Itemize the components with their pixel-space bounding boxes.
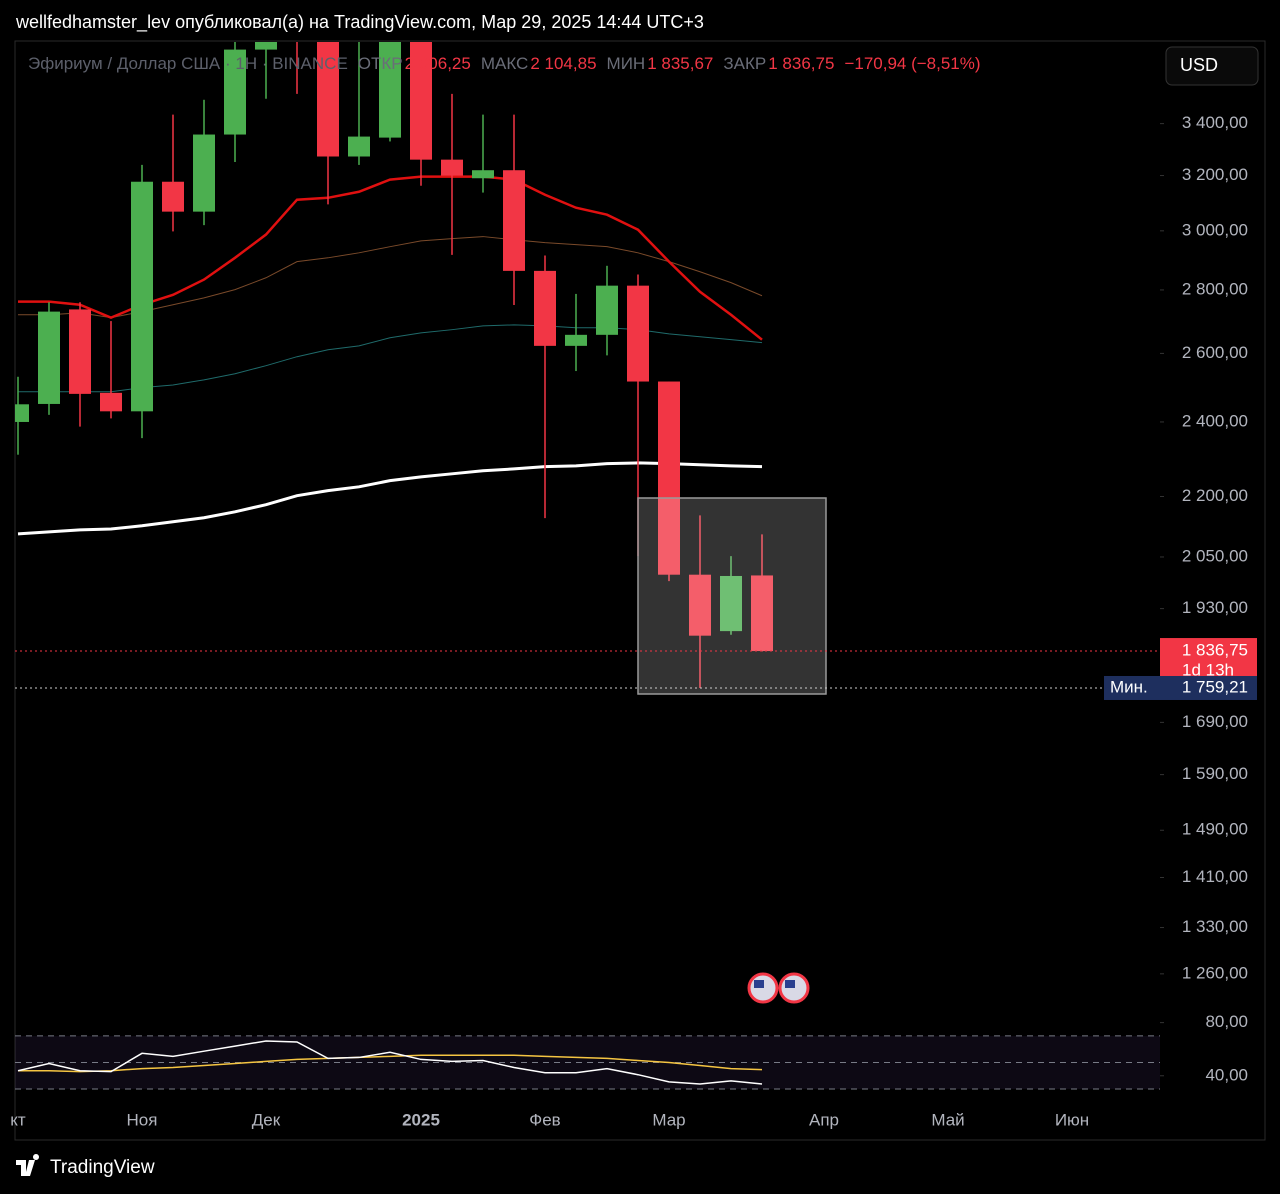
x-tick-label: Май [931,1110,964,1129]
candle-body [596,285,618,335]
candle-body [224,49,246,135]
candle-body [751,575,773,652]
candle-body [131,181,153,412]
x-tick-label: 2025 [402,1110,440,1129]
legend-label: ЗАКР [723,54,766,73]
candle-body [379,42,401,138]
candle-body [15,404,29,422]
x-tick-label: Мар [652,1110,685,1129]
ohlc-legend: Эфириум / Доллар США · 1Н · BINANCE ОТКР 2… [28,54,981,73]
y-tick-label: 2 050,00 [1182,546,1248,565]
y-tick-label: 1 690,00 [1182,712,1248,731]
candle-body [658,381,680,575]
symbol: Эфириум / Доллар США · 1Н · BINANCE [28,54,348,73]
footer-brand: TradingView [50,1157,155,1178]
x-tick-label: Фев [529,1110,560,1129]
candle-body [162,181,184,212]
min-price-tag [1104,675,1257,700]
currency-button[interactable] [1165,46,1259,86]
drawing-rectangle [637,497,827,695]
y-tick-label: 2 800,00 [1182,279,1248,298]
candle-body [193,134,215,212]
rsi-tick-label: 40,00 [1205,1065,1248,1084]
y-tick-label: 1 590,00 [1182,764,1248,783]
rsi-tick-label: 80,00 [1205,1012,1248,1031]
chart-panel [14,40,1266,1141]
candle-body [503,170,525,271]
y-tick-label: 2 200,00 [1182,486,1248,505]
y-tick-label: 1 260,00 [1182,963,1248,982]
x-tick-label: Апр [809,1110,839,1129]
legend-value: 1 836,75 [768,54,834,73]
candle-body [720,575,742,632]
logo-mark [16,1154,40,1176]
rsi-line [18,1054,763,1073]
y-tick-label: 1 930,00 [1182,598,1248,617]
x-tick-label: Июн [1055,1110,1089,1129]
candle-body [534,270,556,346]
countdown-label: 1d 13h [1182,661,1234,680]
x-tick-label: кт [10,1110,26,1129]
x-tick-label: Дек [252,1110,281,1129]
candle-body [565,334,587,346]
overlay: 3 400,00 3 200,00 3 000,00 2 800,00 2 600,00… [10,113,1257,1129]
candle-body [472,170,494,179]
y-tick-label: 1 410,00 [1182,867,1248,886]
y-tick-label: 3 200,00 [1182,165,1248,184]
y-tick-label: 1 490,00 [1182,820,1248,839]
legend-label: ОТКР [358,54,403,73]
y-tick-label: 2 600,00 [1182,343,1248,362]
currency-label: USD [1180,55,1218,75]
legend-value: 2 006,25 [405,54,471,73]
candle-body [441,159,463,176]
candle-body [69,309,91,394]
x-tick-label: Ноя [127,1110,158,1129]
candle-body [348,136,370,157]
legend-label: МАКС [481,54,529,73]
y-tick-label: 3 400,00 [1182,113,1248,132]
last-price-label: 1 836,75 [1182,641,1248,660]
candle-body [689,574,711,636]
y-tick-label: 3 000,00 [1182,220,1248,239]
flag-canton [785,980,795,988]
rsi-pane [15,1035,1160,1090]
rsi-line [17,1040,763,1085]
candle-body [317,42,339,157]
legend-value: 1 835,67 [647,54,713,73]
legend-label: МИН [607,54,646,73]
attribution: wellfedhamster_lev опубликовал(а) на Tra… [15,12,704,33]
event-icons [747,972,810,1004]
y-tick-label: 1 330,00 [1182,917,1248,936]
candle-body [410,42,432,160]
flag-canton [754,980,764,988]
min-price-name: Мин. [1110,677,1148,696]
min-price-label: 1 759,21 [1182,677,1248,696]
candle-body [38,311,60,404]
y-tick-label: 2 400,00 [1182,411,1248,430]
footer-logo: TradingView [16,1154,155,1178]
main-pane [15,42,773,688]
candle-body [100,392,122,412]
candle-body [627,285,649,382]
candle-body [255,42,277,50]
legend-change: −170,94 (−8,51%) [844,54,980,73]
legend-value: 2 104,85 [530,54,596,73]
